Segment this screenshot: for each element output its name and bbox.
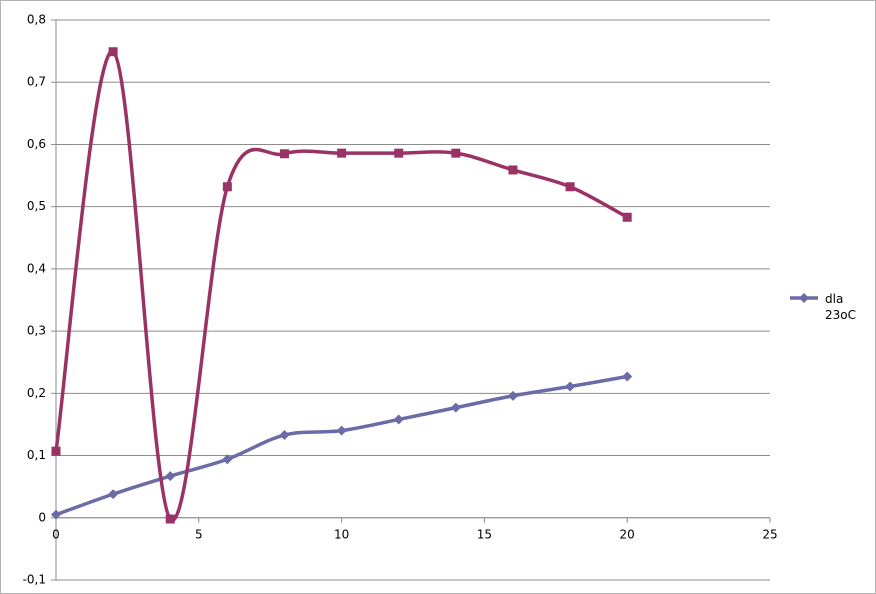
marker: [51, 509, 61, 520]
y-tick-label: 0: [38, 510, 46, 524]
marker: [165, 514, 175, 524]
marker: [108, 489, 119, 500]
y-tick-label: 0,6: [27, 137, 46, 151]
marker: [451, 148, 461, 158]
y-tick-label: 0,3: [27, 324, 46, 338]
marker: [108, 47, 118, 57]
marker: [394, 148, 404, 158]
marker: [51, 446, 61, 456]
x-tick-label: 20: [620, 527, 635, 541]
marker: [222, 182, 232, 192]
y-tick-label: 0,1: [27, 448, 46, 462]
x-tick-label: 15: [477, 527, 492, 541]
marker: [393, 414, 404, 425]
x-tick-label: 10: [334, 527, 349, 541]
y-tick-label: 0,8: [27, 13, 46, 27]
marker: [279, 149, 289, 159]
x-tick-label: 0: [52, 527, 60, 541]
x-tick-label: 25: [762, 527, 777, 541]
marker: [622, 371, 633, 382]
marker: [337, 148, 347, 158]
marker: [508, 165, 518, 175]
marker: [565, 381, 576, 392]
y-tick-label: -0,1: [23, 573, 46, 587]
legend-label: dla 23oC: [825, 292, 856, 322]
y-tick-label: 0,2: [27, 386, 46, 400]
y-tick-label: 0,5: [27, 199, 46, 213]
marker: [622, 212, 632, 222]
marker: [450, 402, 461, 413]
marker: [565, 182, 575, 192]
marker: [165, 471, 176, 482]
y-tick-label: 0,7: [27, 75, 46, 89]
marker: [507, 390, 518, 401]
marker: [336, 425, 347, 436]
x-tick-label: 5: [195, 527, 203, 541]
legend-marker: [799, 293, 809, 303]
y-tick-label: 0,4: [27, 261, 46, 275]
marker: [279, 430, 290, 441]
marker: [222, 454, 233, 465]
